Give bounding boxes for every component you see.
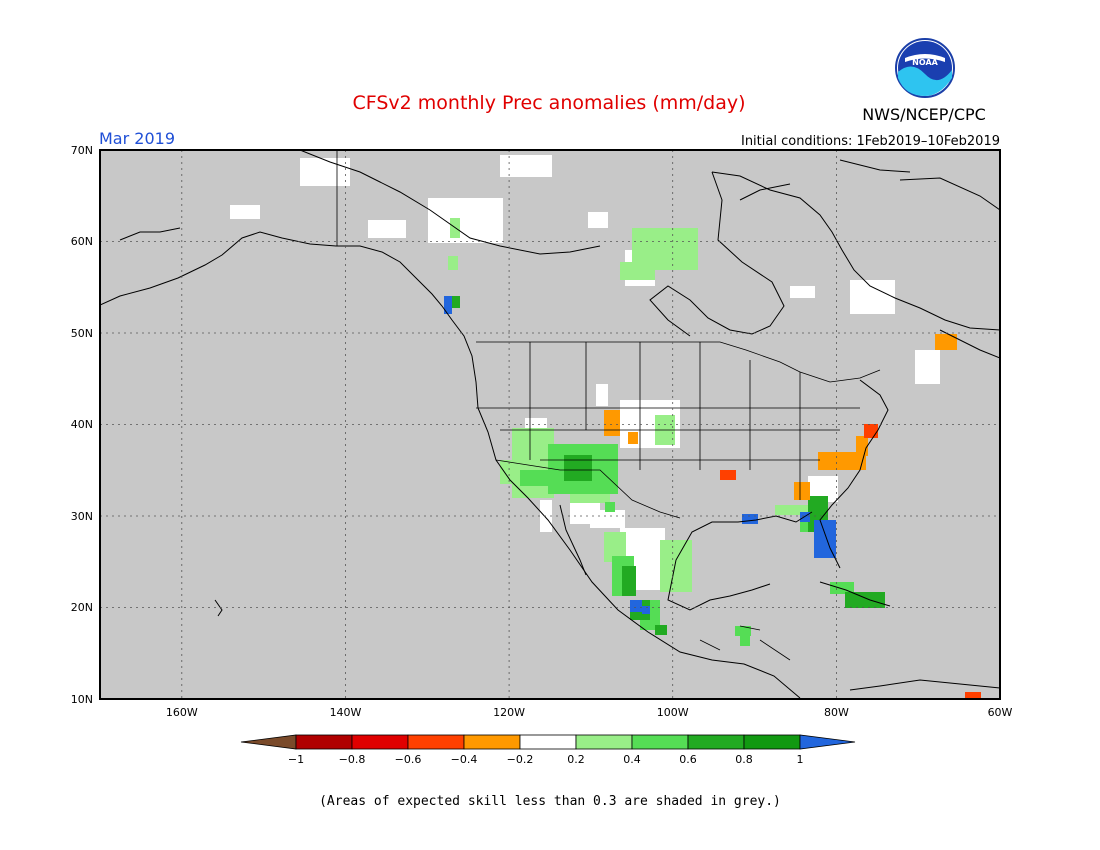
colorbar-swatch [463,734,521,750]
political-boundaries [336,150,881,661]
colorbar-swatch [687,734,745,750]
lon-tick-label: 140W [330,706,362,719]
lat-tick-label: 60N [71,235,93,248]
noaa-logo-icon: NOAA [895,38,955,98]
colorbar-low-extension [240,734,297,750]
lat-tick-label: 40N [71,418,93,431]
colorbar-legend: −1 −0.8 −0.6 −0.4 −0.2 0.2 0.4 0.6 0.8 1 [240,734,856,766]
colorbar-swatch [351,734,409,750]
latitude-axis: 70N 60N 50N 40N 30N 20N 10N [71,144,93,706]
lat-tick-label: 50N [71,327,93,340]
coastlines [100,150,1000,699]
colorbar-swatch [519,734,577,750]
lon-tick-label: 120W [493,706,525,719]
colorbar-tick-label: −0.8 [339,753,366,766]
colorbar-tick-label: 0.4 [623,753,641,766]
colorbar-swatch [631,734,689,750]
colorbar-tick-label: 0.2 [567,753,585,766]
lat-tick-label: 30N [71,510,93,523]
colorbar-tick-label: −0.2 [507,753,534,766]
skill-footnote: (Areas of expected skill less than 0.3 a… [319,794,781,809]
colorbar-swatch [743,734,801,750]
colorbar-high-extension [799,734,856,750]
lat-tick-label: 10N [71,693,93,706]
agency-label: NWS/NCEP/CPC [862,105,986,124]
graticule [100,150,1000,699]
colorbar-swatch [295,734,353,750]
lat-tick-label: 70N [71,144,93,157]
strong-positive-anomaly-areas [452,296,885,635]
initial-conditions-label: Initial conditions: 1Feb2019–10Feb2019 [741,134,1000,149]
colorbar-tick-label: −1 [288,753,304,766]
valid-month-label: Mar 2019 [99,129,175,148]
map-area: 70N 60N 50N 40N 30N 20N 10N 160W 140W 12… [71,144,1013,719]
lat-tick-label: 20N [71,601,93,614]
colorbar-tick-label: −0.6 [395,753,422,766]
colorbar-tick-label: 0.8 [735,753,753,766]
lon-tick-label: 160W [166,706,198,719]
lon-tick-label: 60W [988,706,1013,719]
map-frame [99,149,1001,700]
colorbar-swatch [575,734,633,750]
chart-title: CFSv2 monthly Prec anomalies (mm/day) [352,92,745,114]
noaa-logo-text: NOAA [912,58,938,67]
moderate-negative-anomaly-areas [604,334,957,500]
lon-tick-label: 100W [657,706,689,719]
colorbar-swatch [407,734,465,750]
lon-tick-label: 80W [824,706,849,719]
colorbar-tick-label: 1 [797,753,804,766]
colorbar-tick-label: 0.6 [679,753,697,766]
longitude-axis: 160W 140W 120W 100W 80W 60W [166,706,1013,719]
colorbar-tick-label: −0.4 [451,753,478,766]
